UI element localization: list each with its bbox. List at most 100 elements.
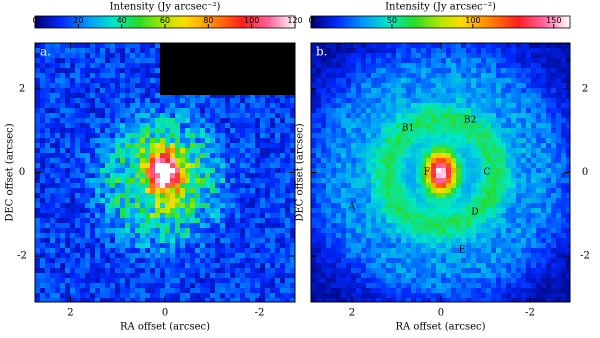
pixel [516,168,521,173]
pixel [40,188,45,193]
pixel [506,183,511,188]
pixel [481,238,486,243]
pixel [516,278,521,283]
pixel [150,123,155,128]
pixel [130,193,135,198]
pixel [346,123,351,128]
pixel [461,228,466,233]
pixel [215,208,220,213]
pixel [386,293,391,298]
pixel [501,63,506,68]
pixel [441,58,446,63]
pixel [235,213,240,218]
pixel [326,183,331,188]
pixel [150,258,155,263]
pixel [260,98,265,103]
pixel [240,238,245,243]
pixel [160,248,165,253]
pixel [110,163,115,168]
pixel [416,268,421,273]
pixel [336,123,341,128]
pixel [336,243,341,248]
pixel [125,158,130,163]
pixel [65,173,70,178]
pixel [376,143,381,148]
pixel [50,193,55,198]
pixel [421,158,426,163]
pixel [165,98,170,103]
pixel [85,108,90,113]
pixel [195,188,200,193]
pixel [341,293,346,298]
pixel [406,218,411,223]
pixel [436,228,441,233]
pixel [215,158,220,163]
pixel [85,253,90,258]
pixel [60,193,65,198]
pixel [406,133,411,138]
pixel [406,98,411,103]
pixel [341,53,346,58]
pixel [481,108,486,113]
pixel [411,278,416,283]
pixel [155,188,160,193]
pixel [155,243,160,248]
pixel [205,188,210,193]
pixel [60,208,65,213]
pixel [421,83,426,88]
pixel [165,168,170,173]
pixel [426,103,431,108]
pixel [190,98,195,103]
pixel [75,273,80,278]
pixel [446,248,451,253]
pixel [331,223,336,228]
pixel [110,228,115,233]
pixel [245,283,250,288]
pixel [130,123,135,128]
pixel [421,128,426,133]
pixel [366,68,371,73]
pixel [486,183,491,188]
pixel [356,218,361,223]
pixel [486,243,491,248]
pixel [170,133,175,138]
pixel [150,243,155,248]
pixel [35,203,40,208]
pixel [511,248,516,253]
pixel [506,248,511,253]
pixel [275,258,280,263]
pixel [451,268,456,273]
pixel [451,273,456,278]
pixel [105,113,110,118]
pixel [381,48,386,53]
pixel [401,268,406,273]
pixel [210,143,215,148]
pixel [521,138,526,143]
pixel [316,233,321,238]
pixel [376,263,381,268]
pixel [486,228,491,233]
pixel [240,178,245,183]
pixel [426,118,431,123]
pixel [90,83,95,88]
pixel [95,258,100,263]
pixel [446,178,451,183]
pixel [391,98,396,103]
pixel [280,118,285,123]
pixel [356,143,361,148]
pixel [95,278,100,283]
pixel [100,98,105,103]
pixel [391,123,396,128]
pixel [486,278,491,283]
pixel [55,113,60,118]
pixel [436,203,441,208]
pixel [366,273,371,278]
pixel [110,208,115,213]
pixel [75,228,80,233]
pixel [210,158,215,163]
pixel [35,223,40,228]
pixel [155,258,160,263]
pixel [120,88,125,93]
pixel [496,263,501,268]
pixel [396,118,401,123]
